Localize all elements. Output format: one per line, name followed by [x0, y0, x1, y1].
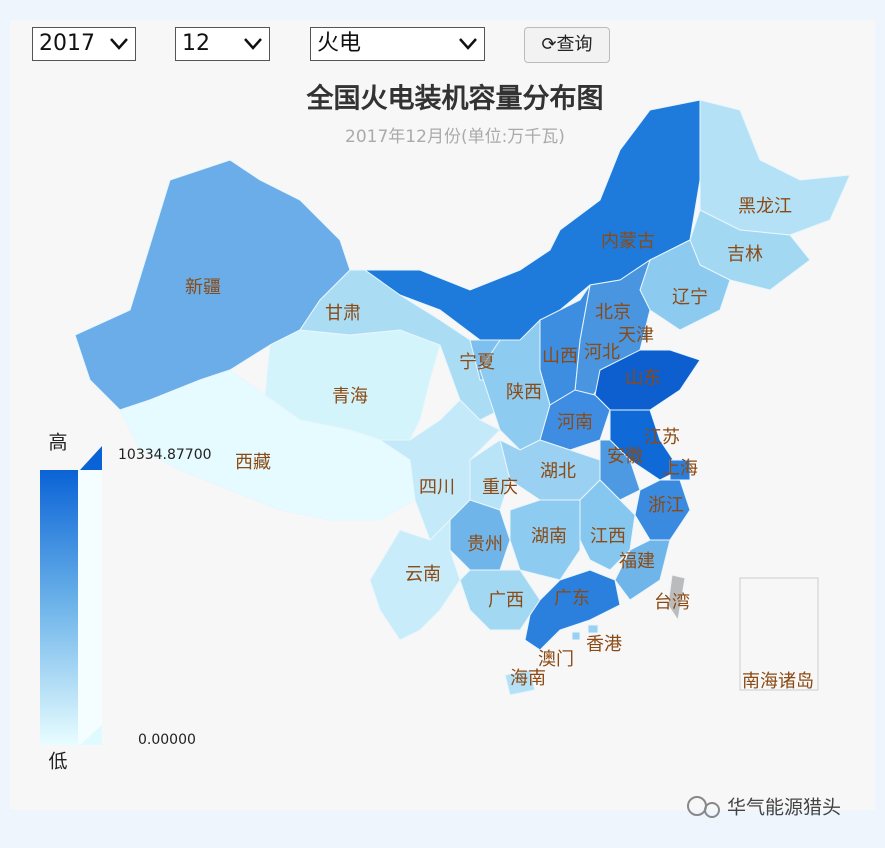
inset-label: 南海诸岛	[742, 671, 814, 692]
province-label: 香港	[586, 634, 622, 655]
province-label: 青海	[332, 386, 368, 407]
province	[449, 499, 511, 571]
province-label: 北京	[595, 302, 631, 323]
province-label: 新疆	[185, 277, 221, 298]
province	[699, 99, 851, 236]
province-label: 广东	[554, 588, 590, 609]
province	[499, 439, 601, 501]
province-label: 河北	[584, 342, 620, 363]
legend-max: 10334.87700	[118, 447, 212, 463]
wm-icon	[704, 802, 720, 818]
province-label: 天津	[618, 325, 654, 346]
province	[378, 399, 501, 541]
province	[479, 318, 551, 451]
province	[669, 459, 691, 481]
province-label: 贵州	[467, 534, 503, 555]
province-label: 海南	[510, 668, 546, 689]
province	[504, 669, 536, 696]
province-label: 广西	[488, 590, 524, 611]
kind: 火电	[317, 31, 362, 56]
province-label: 山西	[542, 346, 578, 367]
province-label: 西藏	[235, 452, 271, 473]
province-label: 台湾	[654, 592, 690, 613]
province-label: 甘肃	[325, 303, 361, 324]
province-label: 吉林	[727, 244, 763, 265]
inset-box	[739, 577, 819, 691]
province-label: 重庆	[482, 477, 518, 498]
legend-bar	[40, 470, 78, 745]
subtitle: 2017年12月份(单位:万千瓦)	[345, 127, 565, 147]
legend-handle	[80, 446, 102, 470]
month-select[interactable]: 12	[175, 27, 270, 61]
month: 12	[182, 31, 210, 56]
province-label: 辽宁	[672, 287, 708, 308]
kind-select[interactable]: 火电	[310, 27, 485, 61]
province-label: 山东	[625, 368, 661, 389]
province-label: 河南	[557, 412, 593, 433]
legend-high: 高	[48, 432, 67, 454]
province-label: 江苏	[644, 427, 680, 448]
legend-handle	[80, 725, 102, 745]
province-label: 福建	[619, 551, 655, 572]
legend-track	[78, 470, 102, 745]
province-label: 陕西	[506, 382, 542, 403]
province-label: 澳门	[538, 649, 574, 670]
watermark: 华气能源猎头	[727, 797, 841, 819]
title: 全国火电装机容量分布图	[306, 83, 604, 115]
province-label: 宁夏	[459, 352, 495, 373]
province-label: 云南	[405, 564, 441, 585]
province	[571, 631, 581, 641]
province	[667, 574, 686, 622]
province-label: 安徽	[607, 446, 643, 467]
province-label: 黑龙江	[738, 196, 792, 217]
province-label: 四川	[419, 477, 455, 498]
province	[509, 499, 581, 581]
province-label: 上海	[662, 458, 698, 479]
province-label: 浙江	[648, 495, 684, 516]
legend-min: 0.00000	[138, 732, 196, 748]
province-label: 湖南	[531, 526, 567, 547]
province	[587, 624, 599, 634]
year-select[interactable]: 2017	[32, 27, 136, 61]
query-button[interactable]: ⟳查询	[524, 27, 610, 63]
button-label: 查询	[556, 34, 593, 55]
province-label: 内蒙古	[601, 231, 655, 252]
wm-icon	[687, 796, 707, 816]
province	[524, 569, 621, 651]
legend-low: 低	[48, 751, 67, 773]
province-label: 江西	[590, 526, 626, 547]
province-label: 湖北	[540, 461, 576, 482]
province	[634, 479, 691, 541]
year: 2017	[39, 31, 95, 56]
